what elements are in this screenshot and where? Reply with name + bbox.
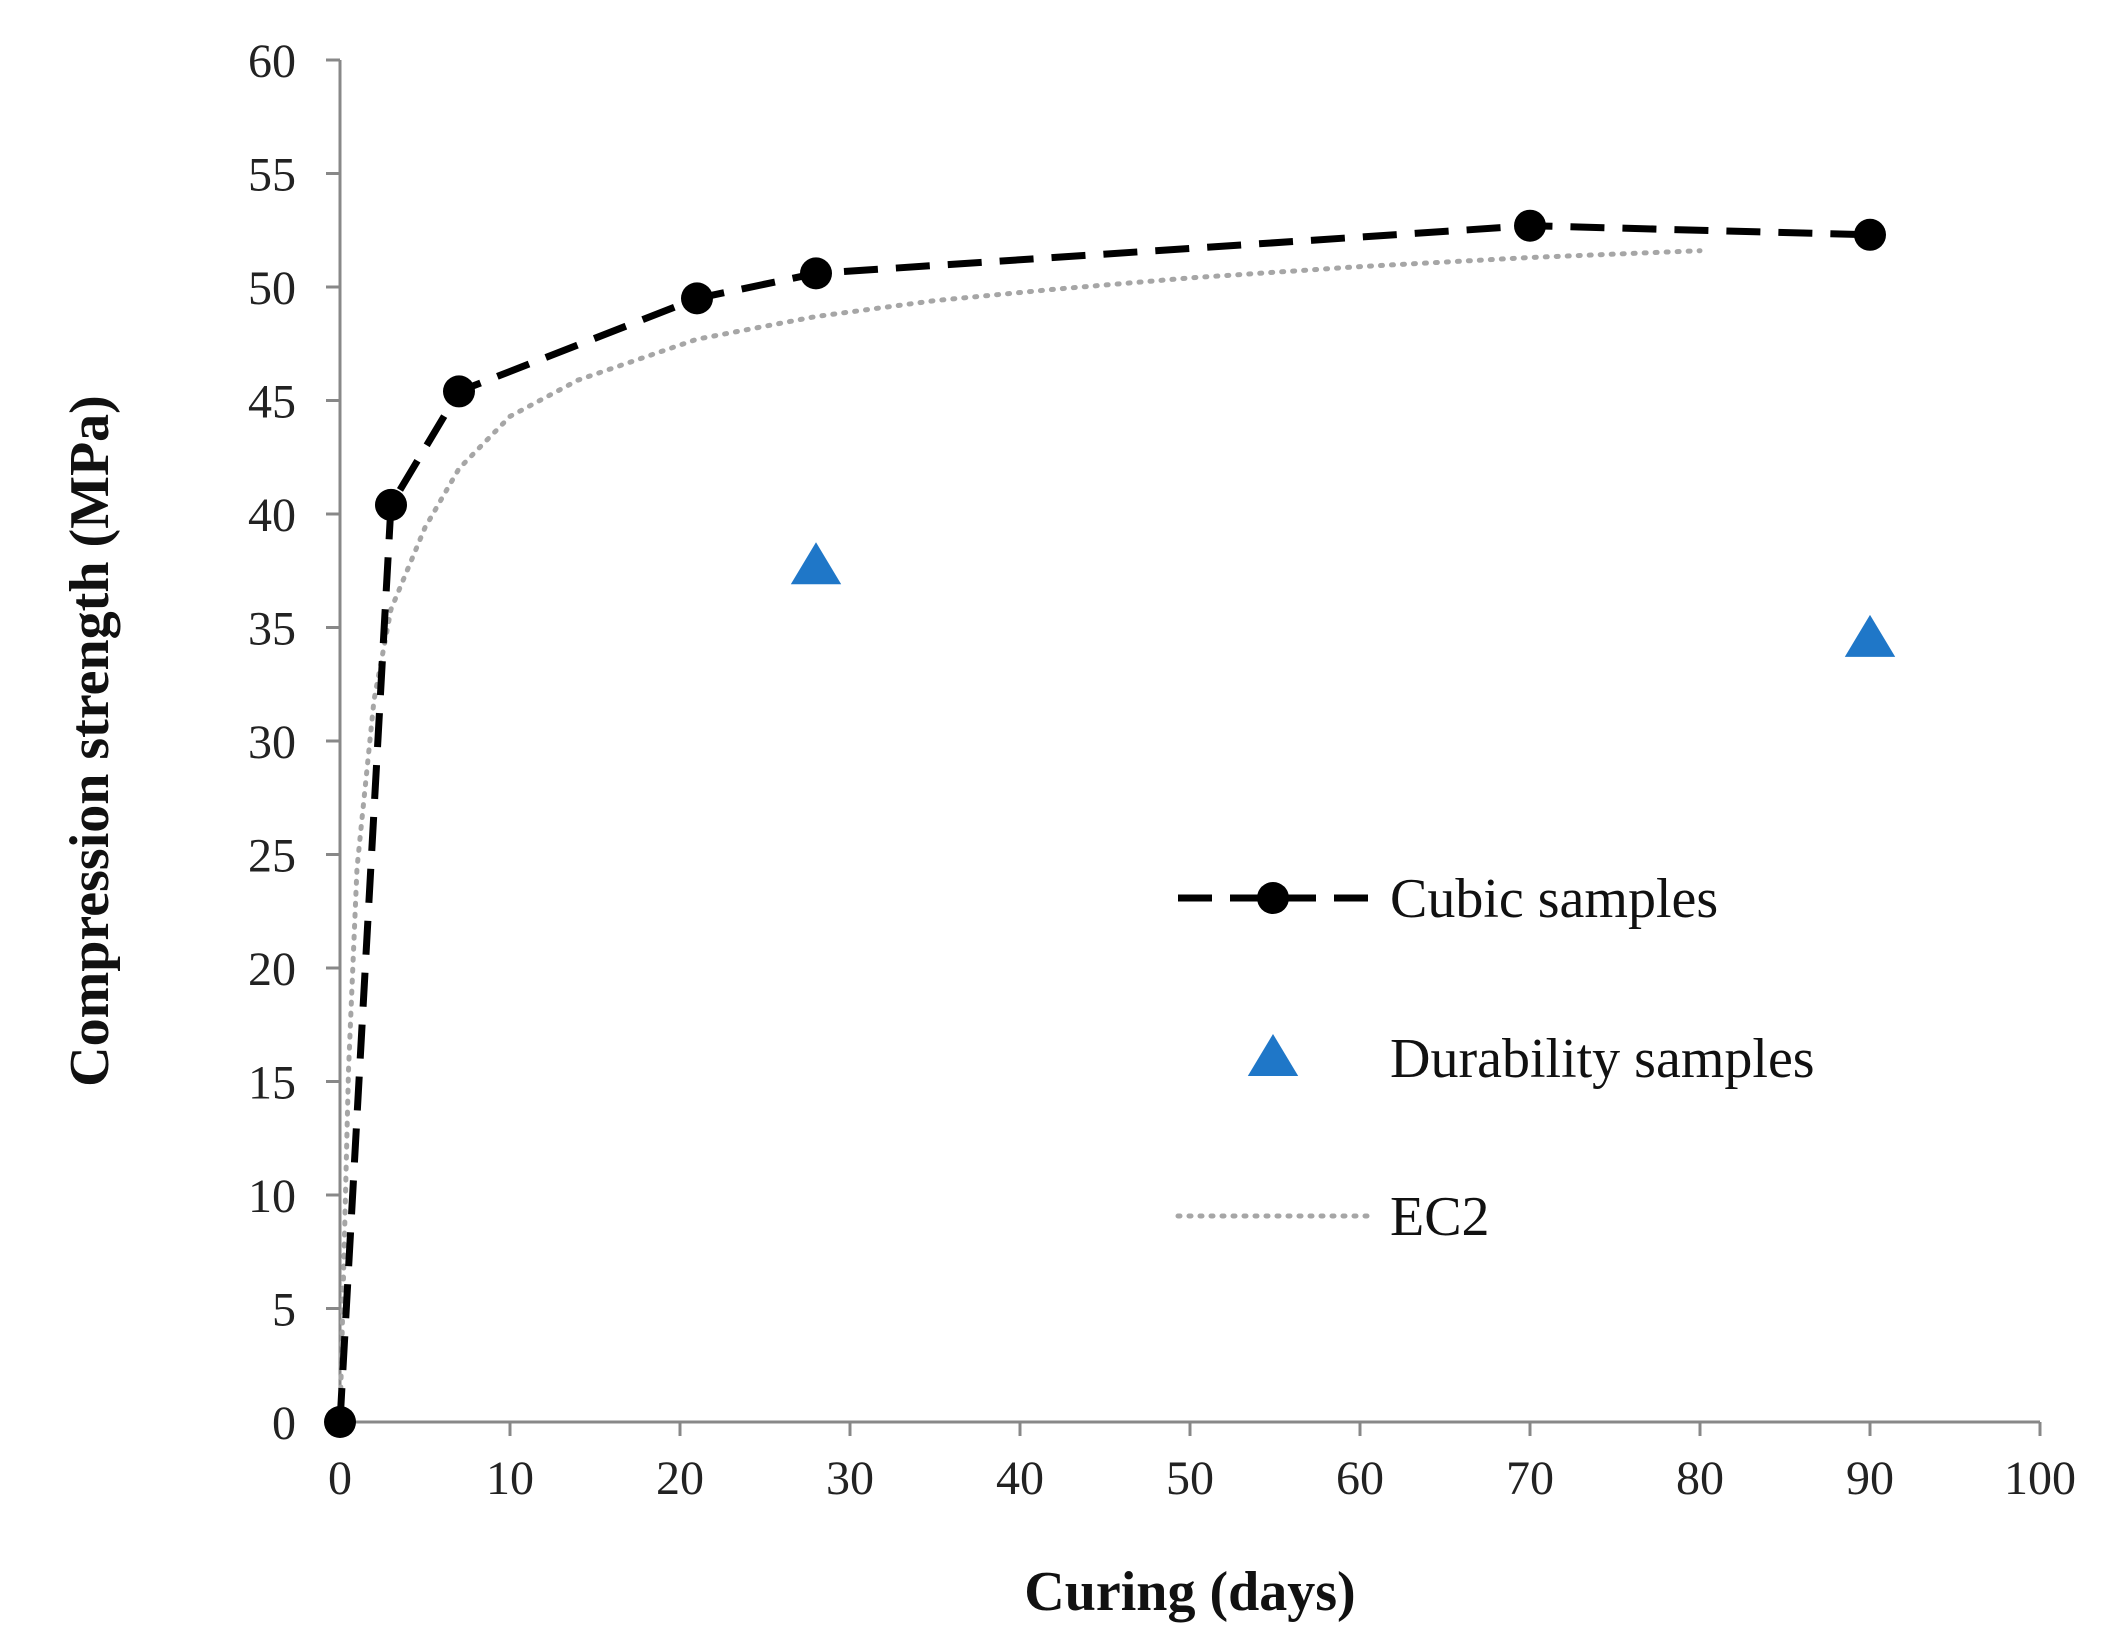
durability-point [1844,614,1896,657]
legend-durability-label: Durability samples [1390,1028,1815,1090]
x-tick-label: 30 [826,1452,874,1505]
legend: Cubic samples Durability samples EC2 [1175,868,1815,1248]
x-tick-label: 50 [1166,1452,1214,1505]
series-layer [324,209,1896,1438]
cubic-point [800,257,832,290]
legend-durability-marker [1247,1034,1299,1076]
x-tick-label: 90 [1846,1452,1894,1505]
x-tick-label: 100 [2004,1452,2076,1505]
y-tick-label: 0 [272,1397,296,1450]
x-tick-label: 70 [1506,1452,1554,1505]
legend-item-cubic-samples: Cubic samples [1178,868,1718,930]
y-tick-label: 55 [248,149,296,202]
legend-cubic-marker [1257,882,1289,914]
x-tick-label: 60 [1336,1452,1384,1505]
cubic-point [1854,218,1886,251]
y-tick-label: 5 [272,1284,296,1337]
y-tick-label: 15 [248,1057,296,1110]
cubic-point [681,282,713,315]
cubic-point [375,488,407,521]
y-tick-label: 45 [248,376,296,429]
cubic-point [1514,209,1546,242]
y-tick-label: 25 [248,830,296,883]
y-axis-title: Compression strength (MPa) [59,395,121,1087]
legend-ec2-label: EC2 [1390,1186,1490,1248]
legend-item-ec2: EC2 [1175,1186,1490,1248]
x-tick-label: 20 [656,1452,704,1505]
cubic-point [324,1406,356,1438]
legend-item-durability-samples: Durability samples [1247,1028,1815,1090]
x-tick-label: 40 [996,1452,1044,1505]
y-tick-label: 50 [248,262,296,315]
axes: 0 5 10 15 20 25 30 35 40 45 50 55 60 0 10 20 30 40 50 60 70… [248,35,2076,1505]
x-tick-label: 10 [486,1452,534,1505]
cubic-point [443,375,475,408]
y-ticks: 0 5 10 15 20 25 30 35 40 45 50 55 60 [248,35,340,1450]
y-tick-label: 60 [248,35,296,88]
series-cubic-line [336,222,1871,1423]
legend-cubic-label: Cubic samples [1390,868,1718,930]
y-tick-label: 40 [248,489,296,542]
y-tick-label: 35 [248,603,296,656]
y-tick-label: 20 [248,943,296,996]
durability-point [790,542,842,585]
x-tick-label: 80 [1676,1452,1724,1505]
x-tick-label: 0 [328,1452,352,1505]
x-ticks: 0 10 20 30 40 50 60 70 80 90 100 [328,1422,2076,1505]
y-tick-label: 10 [248,1170,296,1223]
y-tick-label: 30 [248,716,296,769]
series-ec2-line [337,248,1703,1425]
x-axis-title: Curing (days) [1024,1561,1355,1623]
